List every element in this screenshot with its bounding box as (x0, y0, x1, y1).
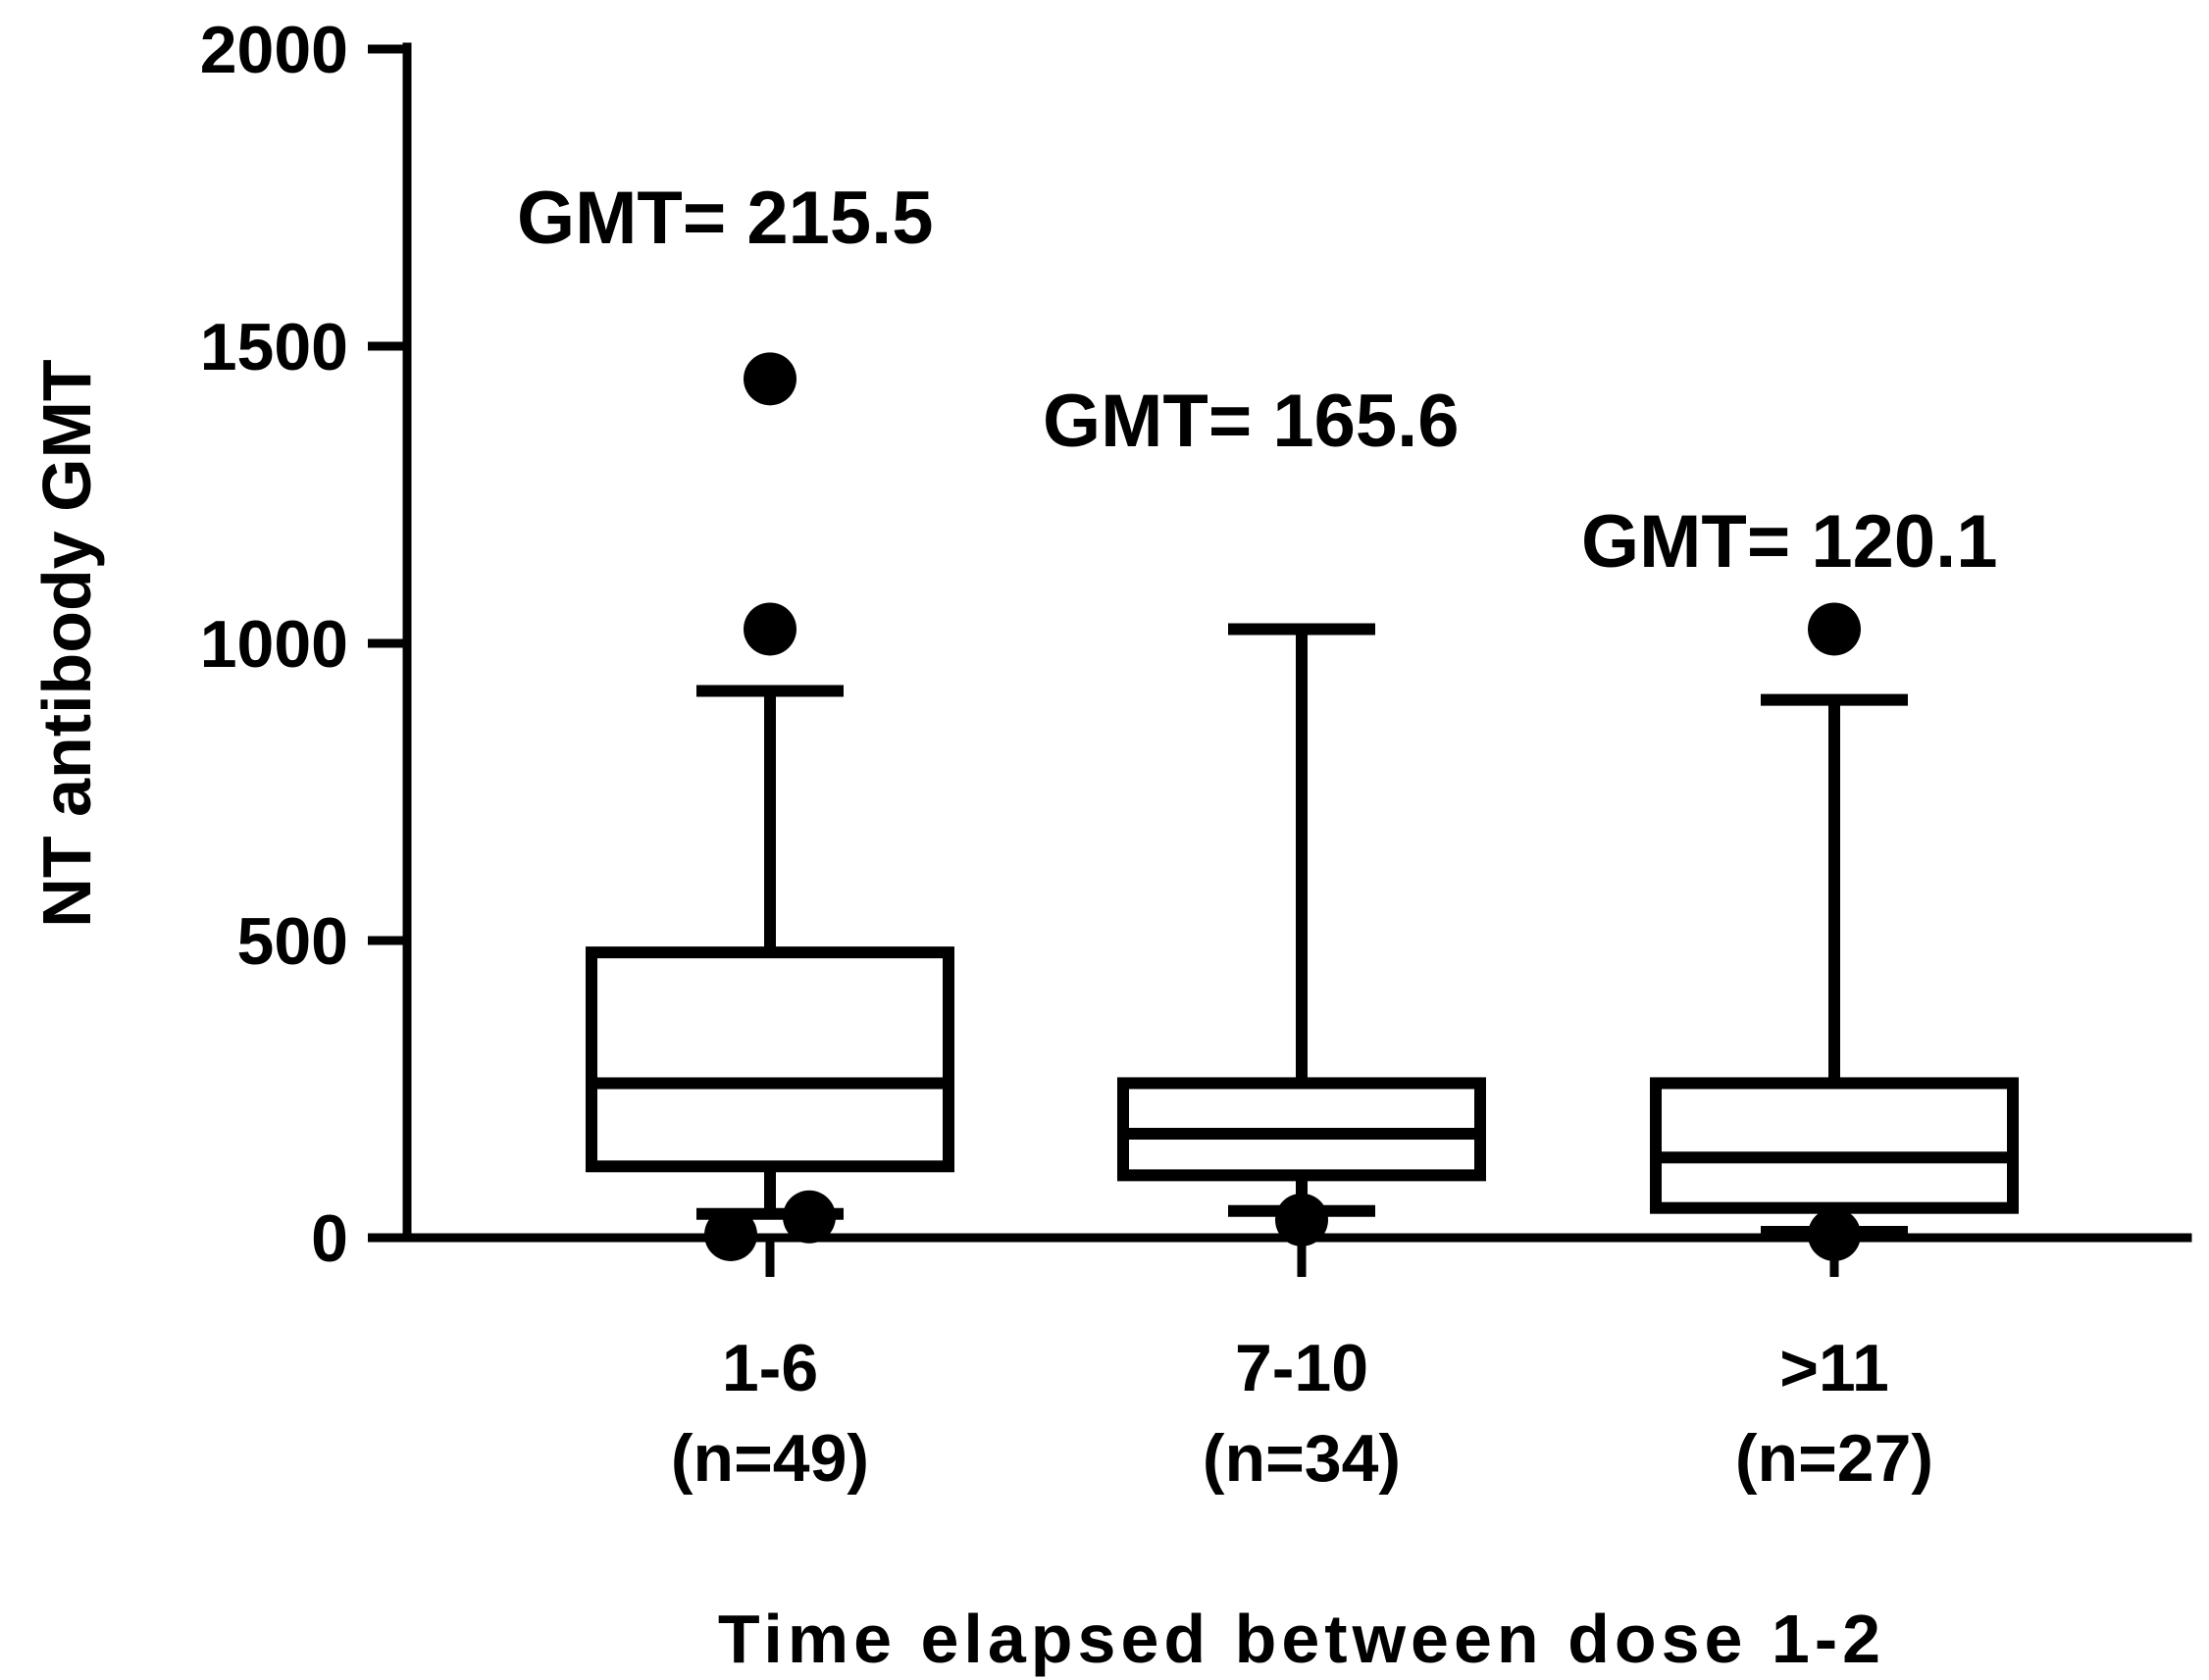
outlier-point (744, 352, 796, 406)
outlier-point (704, 1207, 757, 1261)
y-tick-label: 500 (237, 904, 348, 979)
box-iqr (1650, 1077, 2019, 1214)
plot-marks (586, 352, 2019, 1261)
gmt-annotation: GMT= 215.5 (517, 177, 934, 260)
outlier-point (1808, 602, 1861, 656)
y-tick-label: 2000 (200, 13, 348, 87)
x-category-n-label: (n=27) (1735, 1421, 1933, 1496)
plot-labels: 0 500 1000 1500 2000 1-6 (n=49) GMT= 215.5 7-10 (… (28, 13, 1998, 1677)
outlier-point (1275, 1193, 1328, 1247)
gmt-annotation: GMT= 165.6 (1043, 380, 1460, 463)
x-category-label: 7-10 (1235, 1331, 1368, 1405)
x-axis-title: Time elapsed between dose 1-2 (718, 1601, 1885, 1677)
box-iqr (586, 946, 954, 1173)
gmt-annotation: GMT= 120.1 (1581, 500, 1998, 584)
x-category-n-label: (n=34) (1203, 1421, 1401, 1496)
y-tick-label: 1000 (200, 607, 348, 682)
y-tick-label: 0 (311, 1201, 348, 1276)
x-category-label: 1-6 (722, 1331, 818, 1405)
x-category-label: >11 (1779, 1331, 1889, 1405)
outlier-point (783, 1190, 836, 1244)
y-tick-label: 1500 (200, 310, 348, 384)
outlier-point (1808, 1207, 1861, 1261)
y-axis-title: NT antibody GMT (28, 359, 105, 927)
outlier-point (744, 602, 796, 656)
x-category-n-label: (n=49) (671, 1421, 869, 1496)
